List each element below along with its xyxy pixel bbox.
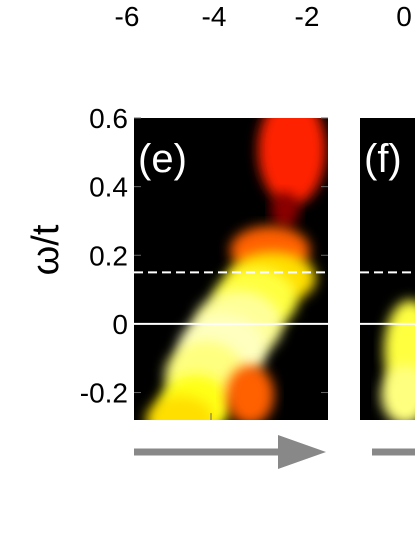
y-axis-label: ω/t bbox=[25, 224, 67, 275]
y-tick-label: 0.4 bbox=[89, 172, 128, 203]
y-tick-label: 0.2 bbox=[89, 240, 128, 271]
y-tick-label: -0.2 bbox=[80, 378, 128, 409]
panel-f-reference-lines bbox=[360, 271, 415, 325]
heatmap-cell bbox=[258, 118, 326, 205]
panel-f-heatmap bbox=[381, 300, 415, 420]
arrow-e bbox=[134, 435, 326, 469]
panel-f: (f) bbox=[360, 118, 415, 420]
top-tick-labels: -6 -4 -2 0 bbox=[115, 1, 412, 32]
y-tick-label: 0 bbox=[112, 309, 128, 340]
panel-e-heatmap bbox=[146, 118, 326, 420]
heatmap-cell bbox=[226, 365, 274, 420]
x-tick-label-top: -4 bbox=[202, 1, 227, 32]
panel-e-reference-lines bbox=[134, 271, 328, 325]
y-tick-labels: 0.6 0.4 0.2 0 -0.2 bbox=[80, 103, 128, 409]
panel-e-label: (e) bbox=[138, 137, 187, 181]
heatmap-cell bbox=[271, 192, 299, 228]
heatmap-cell bbox=[146, 396, 214, 420]
arrow-e-head bbox=[278, 435, 326, 469]
x-tick-label-top: -6 bbox=[115, 1, 140, 32]
x-tick-label-top: -2 bbox=[295, 1, 320, 32]
panel-e: (e) bbox=[134, 117, 328, 420]
heatmap-cell bbox=[381, 365, 415, 420]
panel-f-label: (f) bbox=[364, 137, 402, 181]
y-tick-label: 0.6 bbox=[89, 103, 128, 134]
x-tick-label-top: 0 bbox=[396, 1, 412, 32]
